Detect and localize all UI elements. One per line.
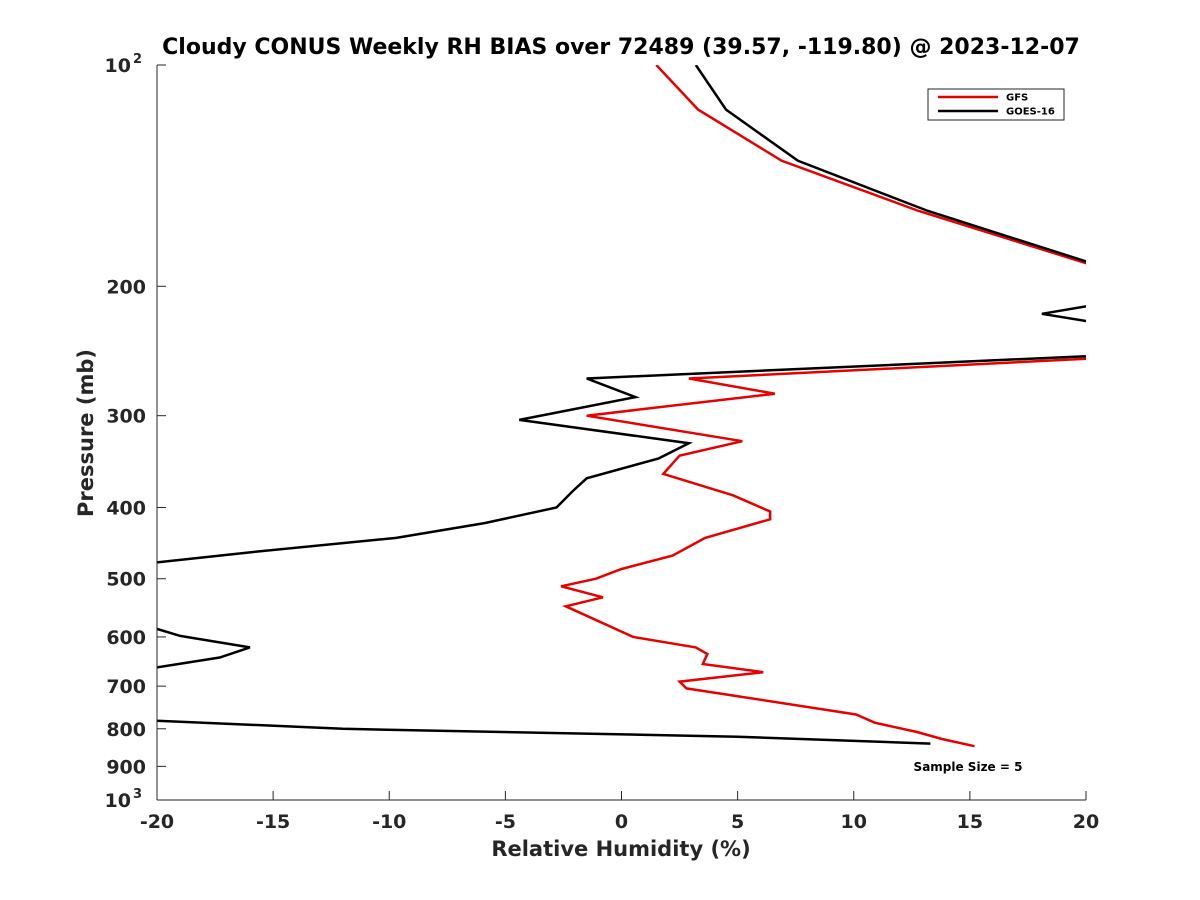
legend: GFS GOES-16 — [927, 88, 1065, 121]
x-axis-label: Relative Humidity (%) — [491, 837, 750, 861]
y-tick-label: 200 — [106, 276, 146, 298]
sample-size-annotation: Sample Size = 5 — [914, 760, 1023, 774]
x-tick-label: 0 — [615, 811, 628, 833]
legend-label-gfs: GFS — [1006, 93, 1028, 104]
y-axis-label: Pressure (mb) — [74, 349, 98, 517]
series-line-gfs — [560, 65, 1086, 748]
y-tick-label: 900 — [106, 756, 146, 778]
plot-area — [157, 65, 1086, 800]
x-tick-label: 10 — [841, 811, 867, 833]
series-layer — [157, 65, 1086, 748]
y-tick-label: 10 — [105, 55, 131, 77]
y-tick-label: 10 — [105, 790, 131, 812]
series-line-goes16 — [157, 65, 1086, 745]
y-tick-label: 800 — [106, 719, 146, 741]
y-tick-label: 400 — [106, 498, 146, 520]
chart-title: Cloudy CONUS Weekly RH BIAS over 72489 (… — [162, 35, 1080, 60]
x-tick-label: -5 — [495, 811, 516, 833]
x-tick-layer: -20 -15 -10 -5 0 5 10 15 20 — [140, 791, 1099, 833]
x-tick-label: -15 — [256, 811, 290, 833]
y-tick-label: 600 — [106, 627, 146, 649]
x-tick-label: 20 — [1073, 811, 1099, 833]
x-tick-label: -10 — [372, 811, 406, 833]
y-tick-exponent: 3 — [133, 787, 142, 802]
x-tick-label: 15 — [957, 811, 983, 833]
y-tick-label: 300 — [106, 406, 146, 428]
y-tick-label: 500 — [106, 569, 146, 591]
y-tick-label: 700 — [106, 676, 146, 698]
x-tick-label: 5 — [731, 811, 744, 833]
legend-label-goes16: GOES-16 — [1006, 107, 1055, 118]
x-tick-label: -20 — [140, 811, 174, 833]
legend-box — [927, 88, 1065, 121]
y-tick-exponent: 2 — [133, 52, 142, 67]
